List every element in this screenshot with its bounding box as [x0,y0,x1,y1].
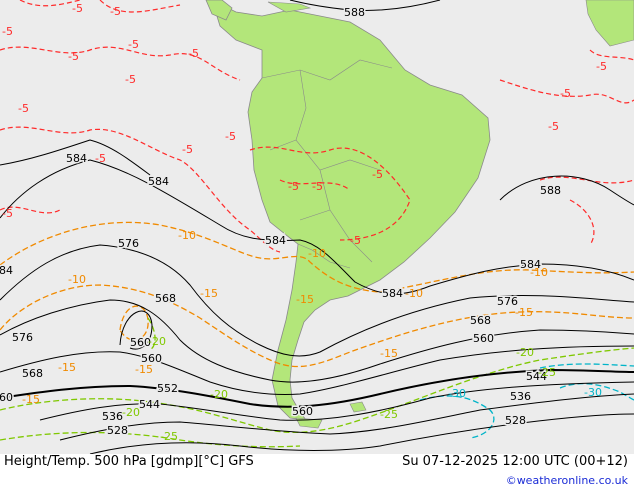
temperature-label: -30 [448,387,466,400]
temperature-label: -15 [296,293,314,306]
temperature-label: -5 [548,120,559,133]
temperature-label: -15 [200,287,218,300]
south-america-landmass [211,0,491,421]
temperature-label: -5 [596,60,607,73]
height-label: 584 [148,175,169,188]
height-label: 560 [0,391,13,404]
temperature-label: -5 [188,47,199,60]
temperature-label: -25 [160,430,178,443]
temperature-label: -5 [68,50,79,63]
height-labels: 588 588 584 584 584 584 584 584 576 576 … [0,5,563,439]
temperature-labels-minus10: -10 -10 -10 -10 -10 -15 -15 -15 -15 -15 … [22,229,548,406]
credit-link[interactable]: ©weatheronline.co.uk [505,474,628,487]
temperature-label: -5 [125,73,136,86]
temperature-label: -5 [72,2,83,15]
temperature-label: -5 [128,38,139,51]
height-label: 560 [141,352,162,365]
temperature-contours-minus5 [0,0,634,253]
height-label: 584 [382,287,403,300]
height-label: 528 [505,414,526,427]
central-america-landmass [205,0,233,21]
height-label: 568 [470,314,491,327]
temperature-label: -25 [538,366,556,379]
height-label: 588 [540,184,561,197]
height-temperature-map: 588 588 584 584 584 584 584 584 576 576 … [0,0,634,454]
temperature-label: -5 [182,143,193,156]
temperature-label: -10 [308,247,326,260]
temperature-contours-minus20 [0,317,634,448]
temperature-label: -5 [560,87,571,100]
height-label: 560 [292,405,313,418]
height-label: 584 [0,264,13,277]
country-borders [261,59,393,269]
temperature-label: -5 [312,180,323,193]
temperature-label: -15 [380,347,398,360]
valid-time: Su 07-12-2025 12:00 UTC (00+12) [402,454,628,469]
temperature-contours-minus10 [0,221,634,368]
height-label: 544 [139,398,160,411]
temperature-label: -5 [350,234,361,247]
temperature-label: -5 [288,180,299,193]
height-label: 584 [520,258,541,271]
temperature-label: -20 [210,388,228,401]
temperature-label: -15 [135,363,153,376]
temperature-label: -30 [584,386,602,399]
height-label: 576 [118,237,139,250]
temperature-label: -5 [95,152,106,165]
height-label: 552 [157,382,178,395]
falkland-islands [349,401,367,413]
temperature-label: -15 [58,361,76,374]
height-label: 536 [102,410,123,423]
temperature-label: -10 [530,266,548,279]
temperature-label: -5 [18,102,29,115]
temperature-label: -5 [372,168,383,181]
height-label: 528 [107,424,128,437]
temperature-labels-minus20: -20 -20 -20 -20 -25 -25 -25 [122,335,556,443]
temperature-label: -15 [515,306,533,319]
temperature-label: -5 [110,5,121,18]
height-label: 568 [155,292,176,305]
caribbean-island [267,1,312,13]
africa-coast-fragment [585,0,634,47]
temperature-label: -5 [225,130,236,143]
map-footer: Height/Temp. 500 hPa [gdmp][°C] GFS Su 0… [0,454,634,490]
height-label: 584 [265,234,286,247]
temperature-labels-minus30: -30 -30 [448,386,602,400]
temperature-label: -5 [2,25,13,38]
temperature-label: -5 [2,207,13,220]
temperature-labels-minus5: -5 -5 -5 -5 -5 -5 -5 -5 -5 -5 -5 -5 -5 -… [2,2,607,247]
temperature-label: -10 [405,287,423,300]
height-label: 584 [66,152,87,165]
height-label: 536 [510,390,531,403]
temperature-label: -10 [68,273,86,286]
temperature-label: -20 [148,335,166,348]
temperature-label: -20 [516,346,534,359]
height-label: 576 [12,331,33,344]
height-contours [0,0,634,454]
height-label: 560 [130,336,151,349]
height-label: 544 [526,370,547,383]
height-label: 560 [473,332,494,345]
height-label: 588 [344,6,365,19]
temperature-label: -20 [122,406,140,419]
temperature-label: -10 [178,229,196,242]
height-label: 576 [497,295,518,308]
height-label: 568 [22,367,43,380]
temperature-label: -25 [380,408,398,421]
temperature-label: -15 [22,393,40,406]
chart-title: Height/Temp. 500 hPa [gdmp][°C] GFS [4,454,254,469]
